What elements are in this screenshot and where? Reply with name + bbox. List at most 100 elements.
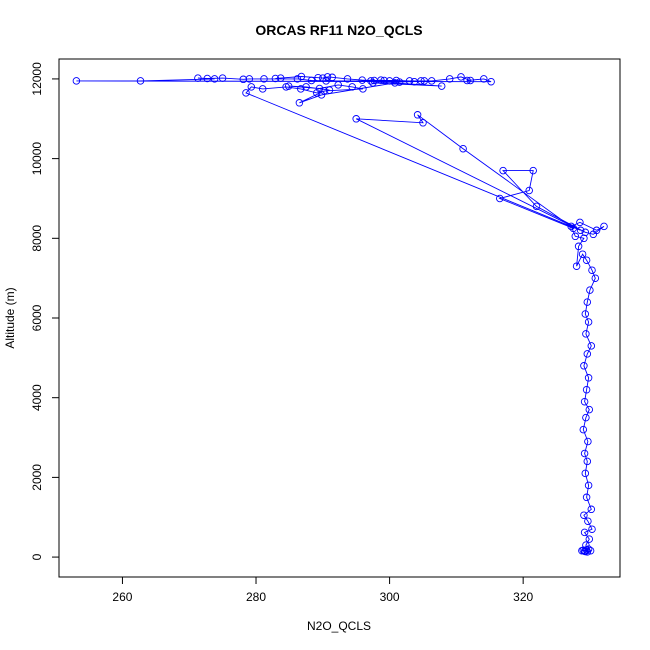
data-point (580, 397, 589, 406)
data-point (72, 77, 81, 85)
data-point (276, 74, 285, 82)
data-point (307, 76, 316, 85)
data-point (576, 226, 585, 235)
series-line (76, 76, 605, 553)
data-point (258, 85, 267, 93)
data-point (582, 330, 590, 338)
data-point (487, 77, 495, 86)
data-point (367, 77, 375, 85)
data-point (580, 511, 588, 519)
data-point (588, 525, 596, 533)
data-point (247, 83, 256, 91)
data-point (358, 76, 366, 84)
data-point (584, 437, 592, 446)
data-point (297, 85, 305, 93)
data-point (218, 74, 227, 82)
data-point (317, 91, 326, 99)
data-point (580, 449, 589, 458)
data-point (586, 286, 594, 294)
data-point (587, 342, 596, 350)
data-point (582, 256, 591, 264)
y-tick-label: 2000 (30, 464, 44, 491)
data-point (496, 194, 504, 203)
data-point (297, 72, 306, 81)
data-point (245, 75, 254, 83)
data-point (588, 266, 596, 274)
data-point (567, 222, 575, 231)
y-tick-label: 12000 (30, 62, 44, 96)
data-point (532, 202, 541, 211)
data-point (574, 242, 583, 251)
data-point (352, 115, 360, 123)
data-point (576, 218, 584, 227)
data-point (328, 73, 336, 82)
data-point (343, 75, 352, 83)
data-point (136, 77, 145, 85)
data-point (582, 413, 590, 422)
data-point (584, 318, 593, 326)
series-layer (72, 72, 608, 556)
data-point (581, 228, 590, 237)
y-axis-label: Altitude (m) (3, 287, 17, 348)
data-point (466, 76, 475, 85)
data-point (380, 76, 388, 85)
data-point (417, 77, 425, 85)
data-point (582, 541, 590, 549)
y-tick-label: 4000 (30, 384, 44, 411)
data-point (210, 75, 219, 83)
data-point (427, 77, 436, 85)
data-point (571, 232, 580, 241)
data-point (581, 469, 590, 478)
y-tick-label: 0 (30, 553, 44, 560)
x-tick-label: 320 (513, 590, 533, 604)
data-point (413, 111, 422, 119)
data-point (348, 83, 356, 91)
data-point (445, 75, 454, 83)
data-point (203, 74, 212, 83)
y-tick-label: 10000 (30, 142, 44, 176)
data-point (480, 75, 488, 83)
data-point (420, 77, 429, 85)
data-point (578, 546, 586, 555)
y-axis: 0 2000 4000 6000 8000 10000 12000 (30, 62, 59, 560)
data-point (359, 85, 367, 93)
data-point (587, 505, 596, 514)
data-point (463, 76, 471, 85)
data-point (583, 457, 592, 466)
data-point (582, 385, 591, 394)
data-point (579, 425, 588, 434)
data-point (459, 144, 467, 153)
data-point (293, 75, 302, 83)
chart-title: ORCAS RF11 N2O_QCLS (255, 22, 422, 38)
data-point (585, 535, 594, 543)
data-point (242, 89, 250, 97)
data-point (585, 405, 594, 414)
data-point (569, 224, 578, 233)
data-point (334, 81, 342, 89)
data-point (457, 73, 465, 81)
data-point (302, 83, 310, 91)
data-point (419, 119, 427, 127)
data-point (583, 350, 592, 358)
data-point (583, 548, 592, 556)
data-point (581, 310, 590, 318)
data-point (314, 73, 322, 82)
data-point (499, 166, 507, 175)
data-point (529, 166, 537, 175)
data-point (580, 362, 588, 370)
data-point (405, 77, 414, 85)
data-point (591, 274, 600, 282)
data-point (284, 82, 293, 90)
data-point (578, 250, 587, 258)
x-tick-label: 280 (246, 590, 266, 604)
data-point (260, 75, 268, 83)
data-point (271, 74, 280, 83)
data-point (325, 86, 334, 94)
data-point (584, 374, 593, 382)
data-point (582, 493, 591, 502)
data-point (584, 517, 592, 525)
data-point (320, 87, 328, 95)
x-axis: 260 280 300 320 (112, 577, 533, 604)
